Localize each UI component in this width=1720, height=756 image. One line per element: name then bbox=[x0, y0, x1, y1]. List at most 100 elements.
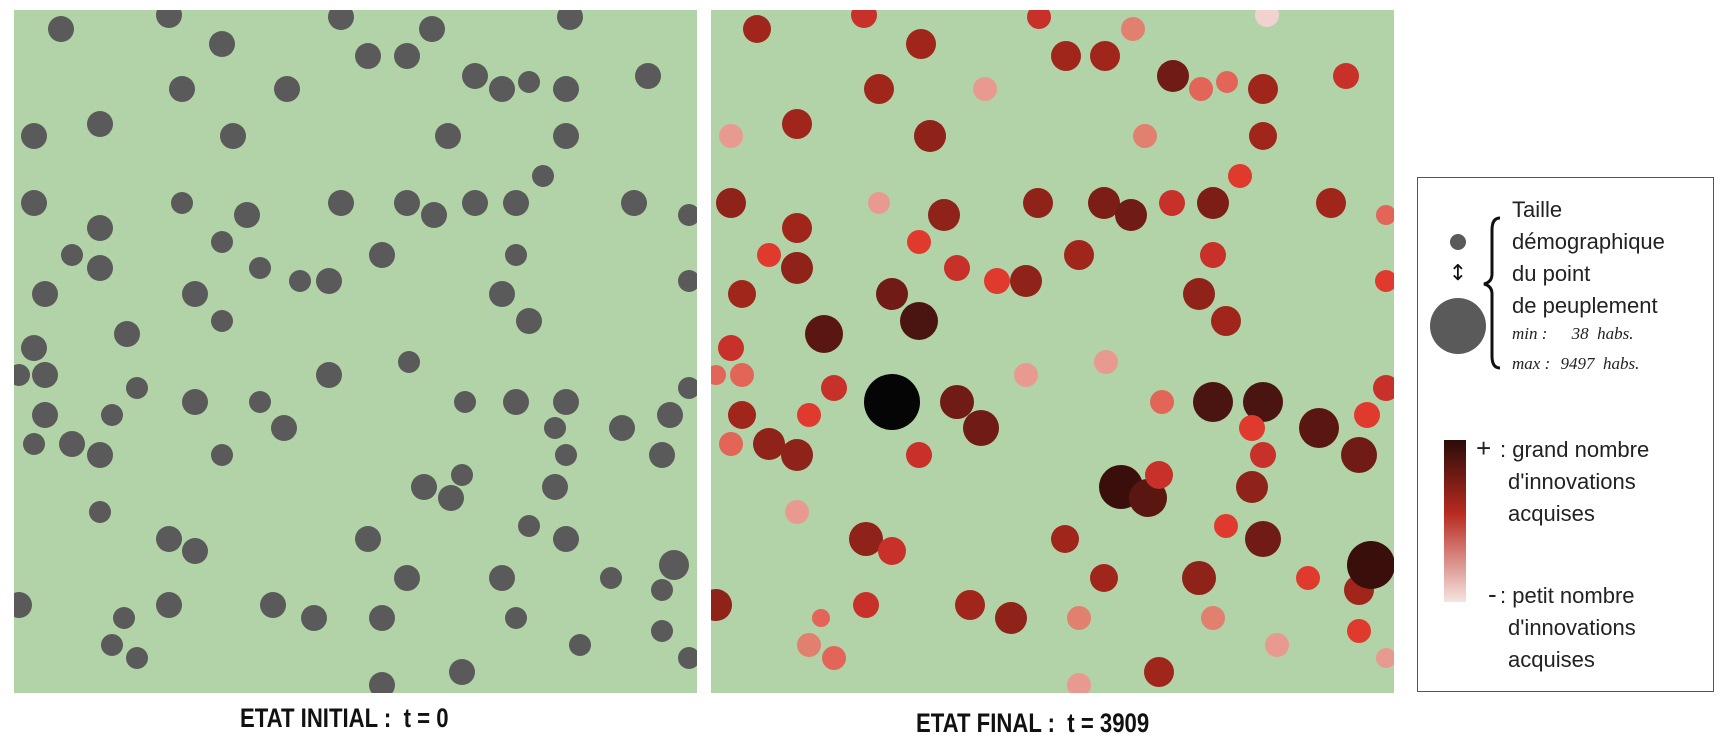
initial-settlement-point bbox=[355, 43, 381, 69]
initial-settlement-point bbox=[557, 10, 583, 30]
min-value: 38 habs. bbox=[1571, 324, 1634, 343]
final-settlement-point bbox=[1265, 633, 1289, 657]
final-settlement-point bbox=[1333, 63, 1359, 89]
final-settlement-point bbox=[851, 10, 877, 28]
initial-settlement-point bbox=[355, 526, 381, 552]
final-settlement-point bbox=[1014, 363, 1038, 387]
initial-settlement-point bbox=[553, 526, 579, 552]
final-settlement-point bbox=[1150, 390, 1174, 414]
initial-settlement-point bbox=[503, 389, 529, 415]
final-settlement-point bbox=[1347, 541, 1394, 589]
initial-settlement-point bbox=[101, 404, 123, 426]
final-settlement-point bbox=[782, 213, 812, 243]
final-settlement-point bbox=[944, 255, 970, 281]
min-population: min : 38 habs. bbox=[1512, 324, 1634, 344]
final-settlement-point bbox=[864, 374, 920, 430]
initial-settlement-point bbox=[23, 433, 45, 455]
final-settlement-point bbox=[1248, 74, 1278, 104]
initial-settlement-point bbox=[271, 415, 297, 441]
initial-settlement-point bbox=[156, 10, 182, 28]
final-settlement-point bbox=[782, 109, 812, 139]
final-settlement-point bbox=[730, 363, 754, 387]
final-settlement-point bbox=[1159, 190, 1185, 216]
initial-settlement-point bbox=[369, 672, 395, 693]
plus-description: : grand nombre d'innovations acquises bbox=[1500, 434, 1649, 530]
initial-settlement-point bbox=[87, 442, 113, 468]
initial-settlement-point bbox=[657, 402, 683, 428]
final-settlement-point bbox=[928, 199, 960, 231]
final-settlement-point bbox=[728, 401, 756, 429]
initial-settlement-point bbox=[156, 592, 182, 618]
caption-initial-value: t = 0 bbox=[403, 703, 449, 733]
final-settlement-point bbox=[1023, 188, 1053, 218]
final-settlement-point bbox=[719, 432, 743, 456]
initial-settlement-point bbox=[101, 634, 123, 656]
initial-settlement-point bbox=[678, 270, 697, 292]
final-settlement-point bbox=[711, 589, 732, 621]
final-settlement-point bbox=[1375, 270, 1394, 292]
double-arrow-icon: ↕ bbox=[1449, 261, 1467, 286]
initial-settlement-point bbox=[449, 659, 475, 685]
final-settlement-point bbox=[797, 633, 821, 657]
max-value: 9497 habs. bbox=[1560, 354, 1640, 373]
map-panel-initial bbox=[14, 10, 697, 693]
final-settlement-point bbox=[1201, 606, 1225, 630]
final-settlement-point bbox=[1010, 265, 1042, 297]
initial-settlement-point bbox=[651, 620, 673, 642]
initial-settlement-point bbox=[503, 190, 529, 216]
final-settlement-point bbox=[1228, 164, 1252, 188]
initial-settlement-point bbox=[435, 123, 461, 149]
caption-initial: ETAT INITIAL : t = 0 bbox=[240, 703, 449, 734]
initial-settlement-point bbox=[369, 242, 395, 268]
final-settlement-point bbox=[728, 280, 756, 308]
initial-settlement-point bbox=[59, 431, 85, 457]
final-settlement-point bbox=[805, 315, 843, 353]
final-settlement-point bbox=[1193, 382, 1233, 422]
initial-settlement-point bbox=[635, 63, 661, 89]
minus-line-2: d'innovations bbox=[1508, 615, 1636, 640]
initial-settlement-point bbox=[328, 10, 354, 30]
final-settlement-point bbox=[797, 403, 821, 427]
initial-settlement-point bbox=[462, 190, 488, 216]
final-settlement-point bbox=[821, 375, 847, 401]
initial-settlement-point bbox=[553, 76, 579, 102]
initial-settlement-point bbox=[621, 190, 647, 216]
final-settlement-point bbox=[940, 385, 974, 419]
initial-settlement-point bbox=[21, 190, 47, 216]
initial-settlement-point bbox=[87, 111, 113, 137]
final-settlement-point bbox=[1376, 648, 1394, 668]
initial-settlement-point bbox=[532, 165, 554, 187]
caption-initial-label: ETAT INITIAL : bbox=[240, 703, 392, 733]
initial-settlement-point bbox=[328, 190, 354, 216]
caption-final: ETAT FINAL : t = 3909 bbox=[916, 708, 1149, 739]
final-settlement-point bbox=[812, 609, 830, 627]
initial-settlement-point bbox=[569, 634, 591, 656]
initial-settlement-point bbox=[32, 402, 58, 428]
initial-settlement-point bbox=[553, 123, 579, 149]
initial-settlement-point bbox=[156, 526, 182, 552]
initial-settlement-point bbox=[609, 415, 635, 441]
final-settlement-point bbox=[1182, 561, 1216, 595]
initial-settlement-point bbox=[544, 417, 566, 439]
final-settlement-point bbox=[1144, 657, 1174, 687]
initial-settlement-point bbox=[555, 444, 577, 466]
final-settlement-point bbox=[1183, 278, 1215, 310]
final-settlement-point bbox=[757, 243, 781, 267]
initial-settlement-point bbox=[394, 565, 420, 591]
initial-settlement-point bbox=[260, 592, 286, 618]
final-settlement-point bbox=[1157, 60, 1189, 92]
final-settlement-point bbox=[711, 365, 726, 385]
initial-settlement-point bbox=[209, 31, 235, 57]
final-settlement-point bbox=[907, 230, 931, 254]
initial-settlement-point bbox=[489, 76, 515, 102]
final-settlement-point bbox=[1027, 10, 1051, 29]
initial-settlement-point bbox=[234, 202, 260, 228]
final-settlement-point bbox=[1197, 187, 1229, 219]
final-settlement-point bbox=[1249, 122, 1277, 150]
initial-settlement-point bbox=[516, 308, 542, 334]
initial-settlement-point bbox=[678, 647, 697, 669]
final-settlement-point bbox=[753, 428, 785, 460]
final-settlement-point bbox=[1145, 461, 1173, 489]
initial-settlement-point bbox=[369, 605, 395, 631]
minus-line-1: : petit nombre bbox=[1500, 583, 1635, 608]
